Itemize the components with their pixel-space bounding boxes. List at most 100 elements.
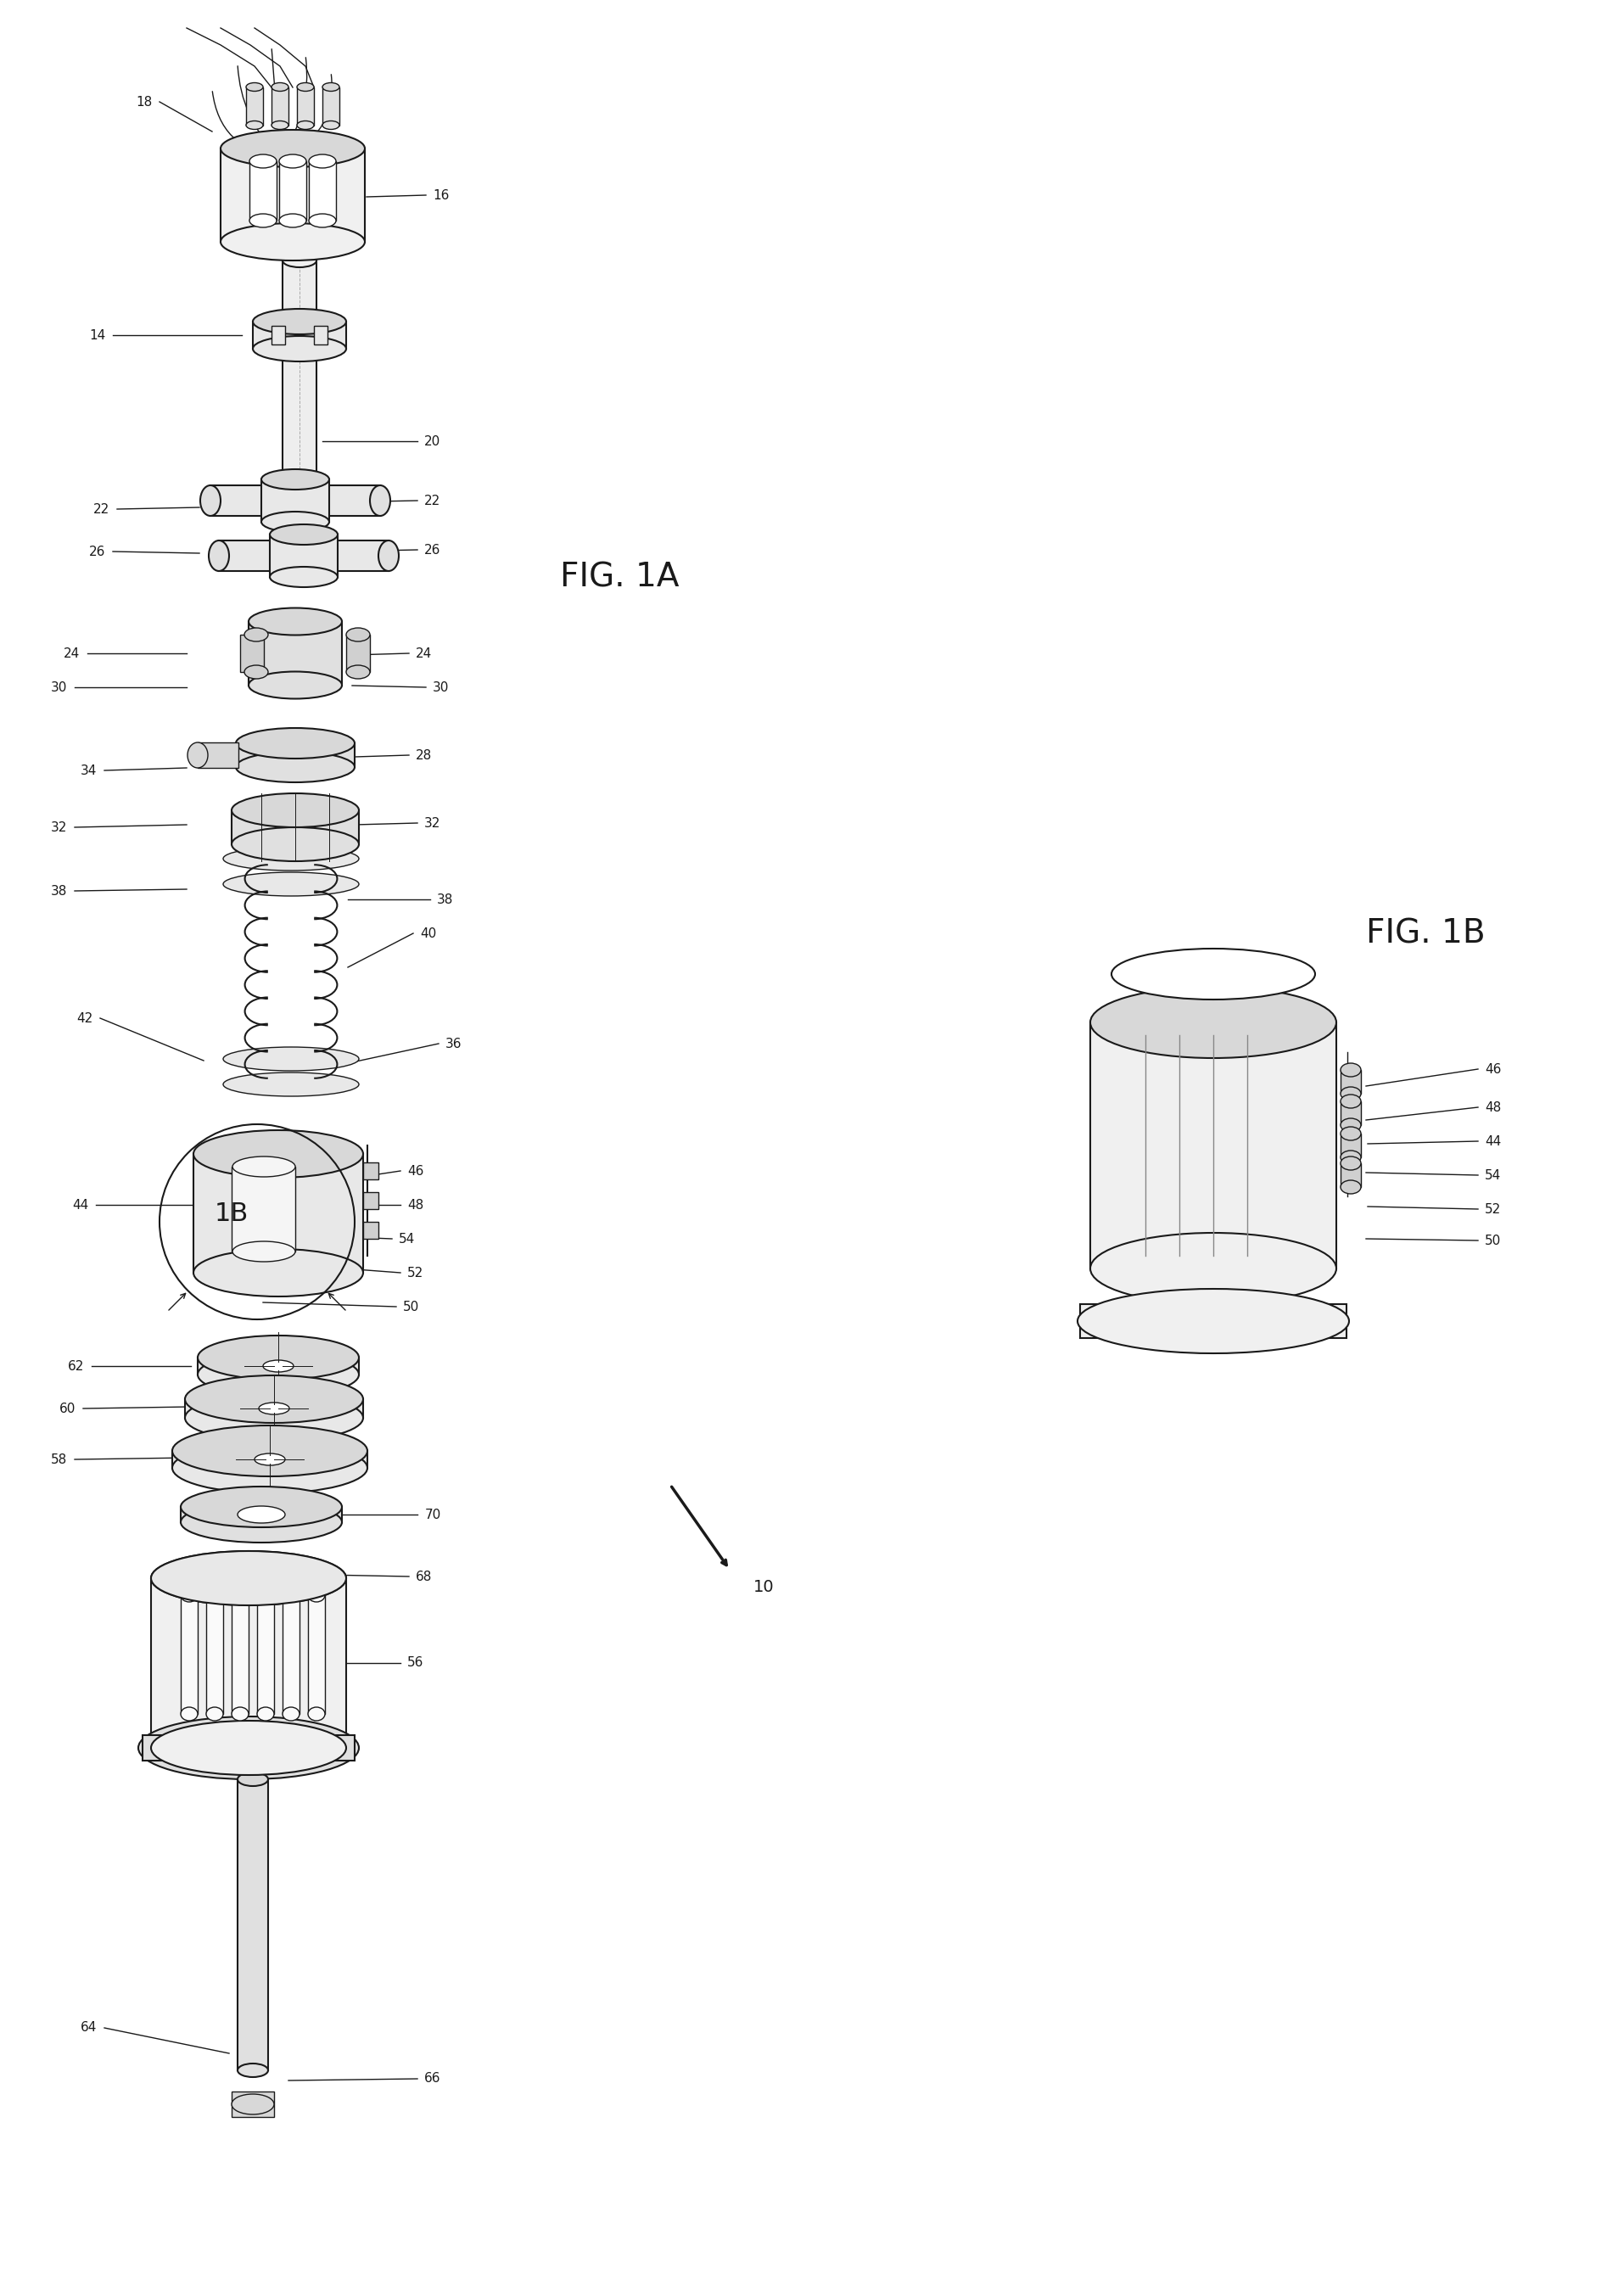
Text: 60: 60 (60, 1403, 76, 1414)
Text: 24: 24 (416, 647, 432, 659)
Bar (246, 87, 262, 126)
Bar (278, 161, 306, 220)
Ellipse shape (309, 214, 337, 227)
Text: 44: 44 (73, 1199, 89, 1212)
Ellipse shape (283, 519, 316, 533)
Text: 30: 30 (52, 682, 68, 693)
Bar (249, 622, 341, 684)
Bar (272, 87, 288, 126)
Ellipse shape (1089, 1233, 1335, 1304)
Text: 22: 22 (424, 494, 440, 507)
Text: 30: 30 (432, 682, 450, 693)
Bar (172, 1451, 367, 1467)
Bar (239, 634, 264, 673)
Ellipse shape (181, 1708, 197, 1720)
Bar (362, 1162, 379, 1180)
Text: 54: 54 (400, 1233, 416, 1244)
Text: 16: 16 (432, 188, 450, 202)
Bar (197, 1357, 359, 1375)
Ellipse shape (278, 214, 306, 227)
Ellipse shape (249, 154, 277, 168)
Bar (362, 1192, 379, 1210)
Bar (142, 1736, 354, 1761)
Bar (314, 326, 327, 344)
Ellipse shape (379, 540, 398, 572)
Bar (1340, 1164, 1361, 1187)
Bar (309, 161, 337, 220)
Ellipse shape (272, 122, 288, 129)
Text: 46: 46 (1484, 1063, 1502, 1075)
Text: 38: 38 (437, 893, 453, 905)
Ellipse shape (371, 484, 390, 517)
Ellipse shape (188, 742, 207, 767)
Ellipse shape (231, 827, 359, 861)
Text: 50: 50 (403, 1300, 419, 1313)
Text: 58: 58 (52, 1453, 68, 1465)
Bar (238, 1779, 269, 2071)
Ellipse shape (138, 1717, 359, 1779)
Ellipse shape (231, 2094, 273, 2115)
Text: 28: 28 (416, 748, 432, 762)
Text: 40: 40 (421, 928, 437, 939)
Text: 22: 22 (94, 503, 110, 517)
Ellipse shape (193, 1249, 362, 1297)
Ellipse shape (249, 670, 341, 698)
Ellipse shape (238, 1506, 285, 1522)
Ellipse shape (260, 468, 328, 489)
Text: 68: 68 (416, 1570, 432, 1582)
Ellipse shape (150, 1720, 346, 1775)
Ellipse shape (197, 1336, 359, 1380)
Ellipse shape (1340, 1180, 1361, 1194)
Ellipse shape (220, 131, 364, 168)
Ellipse shape (236, 751, 354, 783)
Bar (257, 1596, 273, 1713)
Text: 20: 20 (424, 434, 440, 448)
Bar (1340, 1134, 1361, 1157)
Ellipse shape (1340, 1095, 1361, 1109)
Bar (231, 1166, 294, 1251)
Text: 42: 42 (76, 1013, 92, 1024)
Bar (270, 535, 338, 576)
Bar (181, 1596, 197, 1713)
Bar (218, 540, 272, 572)
Bar (231, 1596, 249, 1713)
Text: 32: 32 (52, 822, 68, 833)
Ellipse shape (233, 1157, 294, 1178)
Text: 48: 48 (408, 1199, 424, 1212)
Text: 52: 52 (1484, 1203, 1500, 1215)
Bar (327, 484, 380, 517)
Ellipse shape (238, 2064, 269, 2078)
Bar (181, 1506, 341, 1522)
Text: 26: 26 (89, 544, 105, 558)
Bar (337, 540, 388, 572)
Text: 64: 64 (81, 2020, 97, 2034)
Ellipse shape (270, 567, 338, 588)
Bar (210, 484, 262, 517)
Ellipse shape (1340, 1127, 1361, 1141)
Ellipse shape (205, 1589, 223, 1603)
Bar (184, 1398, 362, 1419)
Ellipse shape (220, 223, 364, 259)
Ellipse shape (270, 523, 338, 544)
Text: 50: 50 (1484, 1235, 1500, 1247)
Ellipse shape (244, 627, 269, 641)
Text: 10: 10 (752, 1580, 773, 1596)
Ellipse shape (296, 122, 314, 129)
Ellipse shape (172, 1442, 367, 1492)
Ellipse shape (197, 1352, 359, 1396)
Ellipse shape (246, 122, 262, 129)
Bar (249, 161, 277, 220)
Bar (296, 87, 314, 126)
Ellipse shape (1089, 987, 1335, 1058)
Bar (322, 87, 340, 126)
Ellipse shape (184, 1394, 362, 1442)
Ellipse shape (1340, 1118, 1361, 1132)
Ellipse shape (1340, 1086, 1361, 1100)
Bar (1089, 1022, 1335, 1267)
Ellipse shape (272, 83, 288, 92)
Ellipse shape (233, 1242, 294, 1263)
Ellipse shape (257, 1708, 273, 1720)
Ellipse shape (259, 1403, 290, 1414)
Bar (1340, 1102, 1361, 1125)
Ellipse shape (205, 1708, 223, 1720)
